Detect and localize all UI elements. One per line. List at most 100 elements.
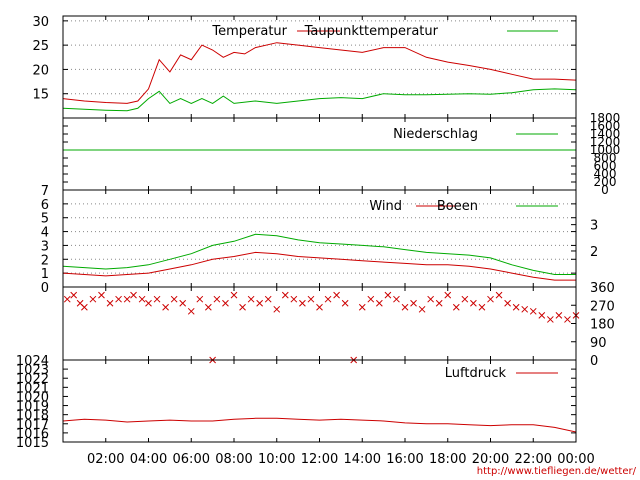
x-tick-label: 06:00 [173, 452, 210, 467]
data-point [273, 305, 281, 313]
data-point [470, 299, 477, 307]
data-point [367, 295, 375, 303]
y-tick-label: 1400 [590, 127, 621, 141]
data-point [230, 291, 238, 299]
panel-wind-direction [62, 286, 580, 364]
x-tick-label: 02:00 [87, 452, 124, 467]
series-line-temperature-0 [62, 42, 577, 104]
data-point [307, 295, 315, 303]
data-point [106, 299, 114, 307]
y-tick-label: 1200 [590, 135, 621, 149]
y-tick-label: 25 [32, 39, 49, 54]
series-line-wind-1 [62, 233, 576, 275]
y-tick-label: 1015 [16, 436, 49, 451]
panel-precipitation [62, 117, 577, 191]
y-tick-label: 6 [41, 198, 49, 213]
panel-temperature [62, 15, 577, 119]
legend-label: Luftdruck [445, 366, 507, 381]
y-tick-label-right: 270 [590, 299, 615, 314]
y-tick-label: 1021 [16, 381, 49, 396]
data-point [290, 295, 298, 303]
data-point [98, 291, 105, 299]
data-point [504, 299, 511, 307]
data-point [239, 303, 246, 311]
data-point [375, 299, 383, 307]
legend-label: Taupunkttemperatur [304, 24, 439, 39]
y-tick-label: 1600 [590, 119, 621, 133]
series-line-pressure-0 [62, 417, 577, 433]
x-tick-label: 14:00 [344, 452, 381, 467]
panel-frame [62, 117, 577, 191]
data-point [170, 295, 178, 303]
data-point [213, 295, 221, 303]
y-tick-label: 1000 [590, 143, 621, 157]
y-tick-label: 1018 [16, 409, 49, 424]
legend-label: Boeen [437, 199, 478, 214]
x-tick-label: 00:00 [557, 452, 594, 467]
data-point [358, 303, 366, 311]
panel-frame [62, 189, 577, 288]
x-tick-label: 12:00 [301, 452, 338, 467]
data-point [512, 303, 520, 311]
data-point [130, 291, 137, 299]
data-point [247, 295, 255, 303]
data-point [341, 299, 349, 307]
y-tick-label: 1800 [590, 111, 621, 125]
data-point [427, 295, 435, 303]
data-point [81, 303, 88, 311]
data-point [138, 295, 146, 303]
y-tick-label: 3 [41, 239, 49, 254]
data-point [393, 295, 400, 303]
data-point [564, 316, 571, 323]
x-tick-label: 16:00 [386, 452, 423, 467]
x-tick-label: 04:00 [130, 452, 167, 467]
data-point [478, 303, 486, 311]
y-tick-label: 1020 [16, 390, 49, 405]
y-tick-label: 1016 [16, 427, 49, 442]
data-point [63, 295, 71, 303]
y-tick-label: 20 [32, 63, 49, 78]
y-tick-label-right: 360 [590, 281, 615, 296]
y-tick-label: 1017 [16, 418, 49, 433]
data-point [444, 291, 452, 299]
data-point [204, 303, 212, 311]
data-point [521, 305, 529, 313]
data-point [123, 295, 131, 303]
legend-label: Wind [369, 199, 402, 214]
data-point [546, 316, 554, 323]
data-point [333, 291, 340, 299]
y-tick-label: 600 [594, 159, 617, 173]
data-point [299, 299, 306, 307]
data-point [495, 291, 503, 299]
data-point [401, 303, 409, 311]
y-tick-label-right: 180 [590, 318, 615, 333]
legend-label: Temperatur [211, 24, 287, 39]
x-tick-label: 18:00 [429, 452, 466, 467]
y-tick-label: 200 [594, 175, 617, 189]
y-tick-label-right: 0 [590, 354, 598, 369]
data-point [264, 295, 272, 303]
data-point [89, 295, 97, 303]
data-point [452, 303, 460, 311]
y-tick-label: 0 [41, 281, 49, 296]
y-tick-label: 400 [594, 167, 617, 181]
data-point [179, 299, 187, 307]
data-point [256, 299, 264, 307]
data-point [435, 299, 443, 307]
data-point [115, 295, 122, 303]
data-point [461, 295, 469, 303]
panel-wind [62, 189, 577, 288]
data-point [418, 305, 426, 313]
credit-url: http://www.tiefliegen.de/wetter/ [477, 466, 637, 477]
data-point [196, 295, 204, 303]
data-point [555, 312, 563, 319]
data-point [281, 291, 289, 299]
y-tick-label-right: 2 [590, 245, 598, 260]
legend-label: Niederschlag [393, 127, 478, 142]
y-tick-label: 2 [41, 253, 49, 268]
x-tick-label: 08:00 [215, 452, 252, 467]
y-tick-label: 1 [41, 267, 49, 282]
data-point [538, 312, 546, 319]
y-tick-label: 15 [32, 88, 49, 103]
